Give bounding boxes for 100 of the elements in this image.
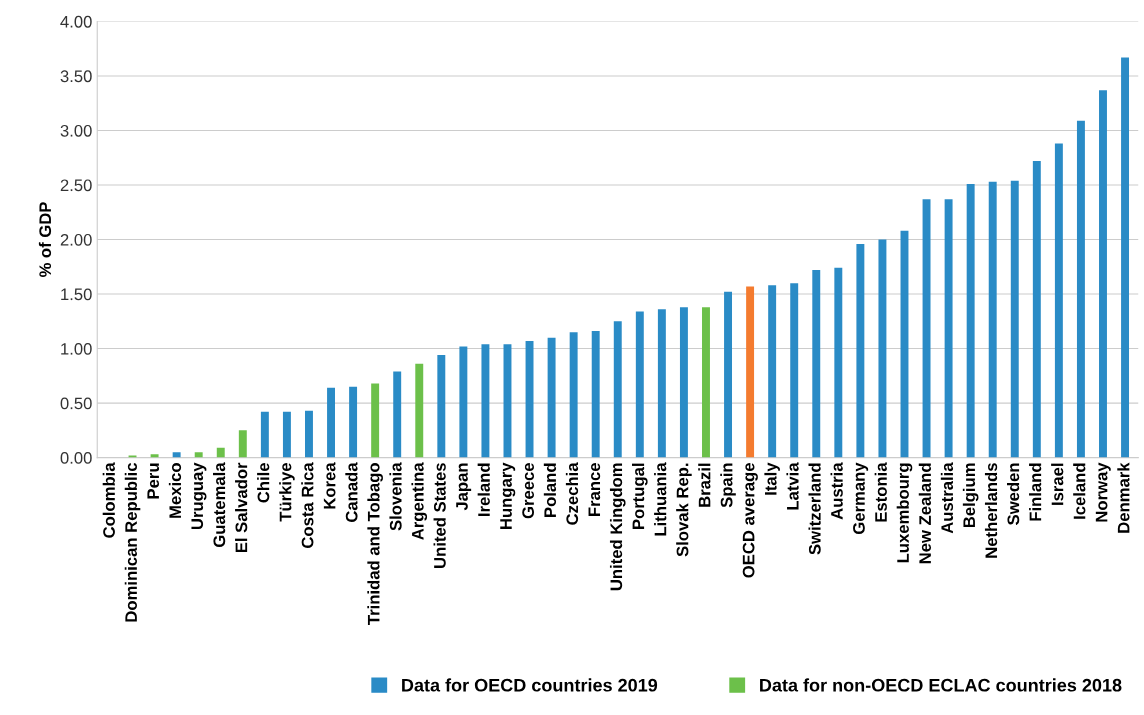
x-tick-label: Austria xyxy=(830,462,843,520)
x-tick-label: Italy xyxy=(764,462,780,495)
bar xyxy=(702,307,710,458)
x-tick-label: Spain xyxy=(720,463,736,508)
bar xyxy=(922,199,931,458)
bar xyxy=(878,239,887,458)
x-tick-label: Trinidad and Tobago xyxy=(367,463,383,625)
x-tick-label: Dominican Republic xyxy=(124,462,141,622)
bar xyxy=(349,386,358,458)
bar xyxy=(768,285,777,458)
x-tick-label: Sweden xyxy=(1007,463,1020,525)
y-tick-label: 1.00 xyxy=(61,342,92,355)
y-tick-label: 4.00 xyxy=(60,15,92,28)
bar xyxy=(481,344,490,458)
bar xyxy=(856,243,865,458)
bar xyxy=(393,371,402,458)
x-tick-label: Belgium xyxy=(962,463,979,528)
x-tick-label: Lithuania xyxy=(654,462,667,536)
y-tick-label: 2.50 xyxy=(60,179,92,192)
y-tick-label: 0.50 xyxy=(60,397,92,410)
bar xyxy=(238,430,247,458)
bar xyxy=(657,309,666,458)
x-tick-label: Germany xyxy=(853,462,869,535)
bar xyxy=(834,267,843,458)
x-tick-label: Switzerland xyxy=(808,463,821,555)
x-tick-label: Israel xyxy=(1051,463,1064,505)
bar xyxy=(172,452,181,458)
x-tick-label: Chile xyxy=(257,463,270,503)
x-tick-label: Estonia xyxy=(874,462,887,522)
y-tick-label: 1.50 xyxy=(61,288,92,301)
bar xyxy=(746,286,755,458)
y-tick-label: 0.00 xyxy=(60,452,92,464)
x-tick-label: Finland xyxy=(1029,463,1042,521)
y-axis-title: % of GDP xyxy=(38,202,52,278)
x-tick-label: Mexico xyxy=(168,463,182,518)
x-tick-label: Korea xyxy=(323,462,336,509)
bar xyxy=(327,387,335,458)
x-tick-label: France xyxy=(588,463,601,516)
bar xyxy=(988,181,997,458)
x-tick-label: Uruguay xyxy=(191,462,207,530)
x-tick-label: Luxembourg xyxy=(896,463,913,563)
bar xyxy=(724,291,733,458)
bar xyxy=(812,270,821,458)
x-tick-label: Norway xyxy=(1095,462,1111,522)
bar xyxy=(635,311,644,458)
bar xyxy=(1010,180,1019,458)
x-tick-label: Guatemala xyxy=(212,462,226,547)
x-tick-label: OECD average xyxy=(742,463,758,578)
x-tick-label: Czechia xyxy=(565,462,579,525)
x-tick-label: Poland xyxy=(543,463,557,517)
y-tick-label: 3.00 xyxy=(60,124,92,137)
bar xyxy=(194,452,203,458)
x-tick-label: Slovak Rep. xyxy=(676,463,692,557)
x-tick-label: Türkiye xyxy=(279,463,295,522)
bar xyxy=(1032,161,1041,458)
bar xyxy=(459,346,468,458)
bar xyxy=(525,340,534,458)
x-tick-label: Slovenia xyxy=(389,462,402,531)
bar xyxy=(1099,90,1107,458)
x-tick-label: Colombia xyxy=(102,462,115,538)
bar xyxy=(569,332,578,458)
bar xyxy=(371,383,380,458)
bar xyxy=(790,283,799,458)
bar xyxy=(415,363,424,458)
bar xyxy=(1054,143,1063,458)
bar xyxy=(591,331,600,458)
bar xyxy=(966,183,975,458)
bar xyxy=(305,410,313,458)
x-tick-label: Portugal xyxy=(632,463,648,529)
x-tick-label: Canada xyxy=(345,462,358,522)
x-tick-label: Brazil xyxy=(698,463,711,507)
bar xyxy=(216,447,225,458)
x-tick-label: Japan xyxy=(456,463,472,511)
bar xyxy=(1076,120,1085,458)
legend-label: Data for OECD countries 2019 xyxy=(402,678,658,692)
bar xyxy=(613,321,622,458)
x-tick-label: Netherlands xyxy=(984,463,998,558)
legend-label: Data for non-OECD ECLAC countries 2018 xyxy=(760,678,1122,692)
x-tick-label: Australia xyxy=(940,462,954,534)
x-tick-label: Costa Rica xyxy=(301,462,314,548)
x-tick-label: Greece xyxy=(522,463,535,519)
y-tick-label: 2.00 xyxy=(60,233,92,246)
x-tick-label: Latvia xyxy=(786,462,799,510)
x-tick-label: Iceland xyxy=(1073,463,1086,519)
x-tick-label: El Salvador xyxy=(235,462,248,553)
bar xyxy=(944,199,953,458)
bar xyxy=(679,307,688,458)
bar xyxy=(282,411,291,458)
y-tick-label: 3.50 xyxy=(60,70,92,83)
x-tick-label: Hungary xyxy=(500,462,516,529)
x-tick-label: Ireland xyxy=(477,463,490,516)
bar xyxy=(150,454,159,458)
bar xyxy=(1121,57,1130,458)
bar xyxy=(437,355,446,458)
x-tick-label: Peru xyxy=(147,463,160,499)
x-tick-label: Denmark xyxy=(1117,462,1130,533)
x-tick-label: United States xyxy=(433,463,446,568)
bar xyxy=(547,337,556,458)
x-tick-label: New Zealand xyxy=(918,463,932,564)
bar xyxy=(260,411,269,458)
